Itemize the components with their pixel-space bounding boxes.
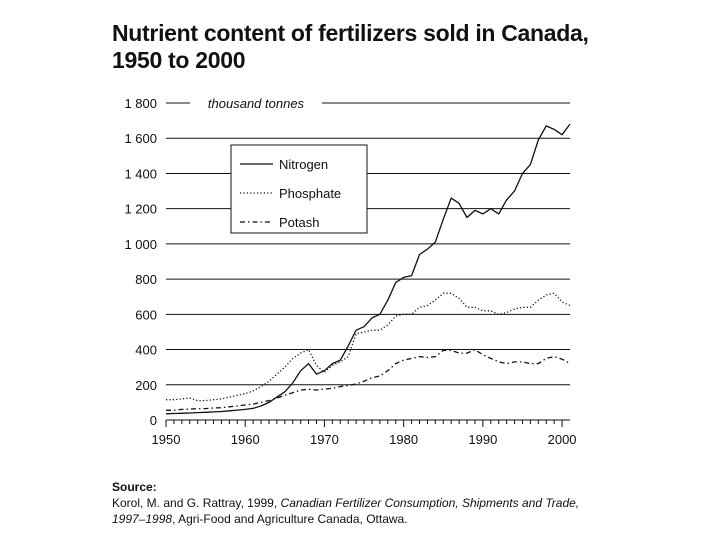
y-tick-label: 1 800 xyxy=(124,96,157,111)
series-line-potash xyxy=(166,348,571,411)
source-authors: Korol, M. and G. Rattray, 1999, xyxy=(112,496,281,510)
line-chart: 0 200 400 600 800 1 000 1 200 1 400 1 600 1 800 th… xyxy=(124,96,577,447)
chart-title: Nutrient content of fertilizers sold in … xyxy=(112,20,702,74)
title-line-2: 1950 to 2000 xyxy=(112,47,246,73)
legend-box xyxy=(230,144,368,234)
legend-label-potash: Potash xyxy=(279,215,319,230)
source-heading: Source: xyxy=(112,480,157,494)
source-years: 1997–1998 xyxy=(112,512,173,526)
series-line-nitrogen xyxy=(165,123,571,415)
x-tick-label: 1960 xyxy=(231,432,260,447)
y-tick-label: 1 200 xyxy=(124,202,157,217)
source-publication: Canadian Fertilizer Consumption, Shipmen… xyxy=(280,496,580,510)
y-tick-label: 1 000 xyxy=(124,237,157,252)
y-tick-label: 600 xyxy=(135,307,157,322)
x-tick-label: 1950 xyxy=(152,432,181,447)
x-tick-label: 2000 xyxy=(548,432,577,447)
y-tick-label: 1 600 xyxy=(124,131,157,146)
y-tick-label: 800 xyxy=(135,272,157,287)
legend-label-nitrogen: Nitrogen xyxy=(279,157,328,172)
title-line-1: Nutrient content of fertilizers sold in … xyxy=(112,20,589,46)
y-tick-label: 0 xyxy=(150,413,157,428)
series-line-phosphate xyxy=(166,292,571,402)
y-tick-label: 400 xyxy=(135,343,157,358)
legend-label-phosphate: Phosphate xyxy=(279,186,341,201)
x-tick-label: 1990 xyxy=(468,432,497,447)
unit-label: thousand tonnes xyxy=(208,96,305,111)
source-note: Source: Korol, M. and G. Rattray, 1999, … xyxy=(112,479,712,527)
x-tick-label: 1980 xyxy=(389,432,418,447)
x-tick-label: 1970 xyxy=(310,432,339,447)
source-publisher: , Agri-Food and Agriculture Canada, Otta… xyxy=(172,512,408,526)
y-tick-label: 1 400 xyxy=(124,166,157,181)
y-tick-label: 200 xyxy=(135,378,157,393)
